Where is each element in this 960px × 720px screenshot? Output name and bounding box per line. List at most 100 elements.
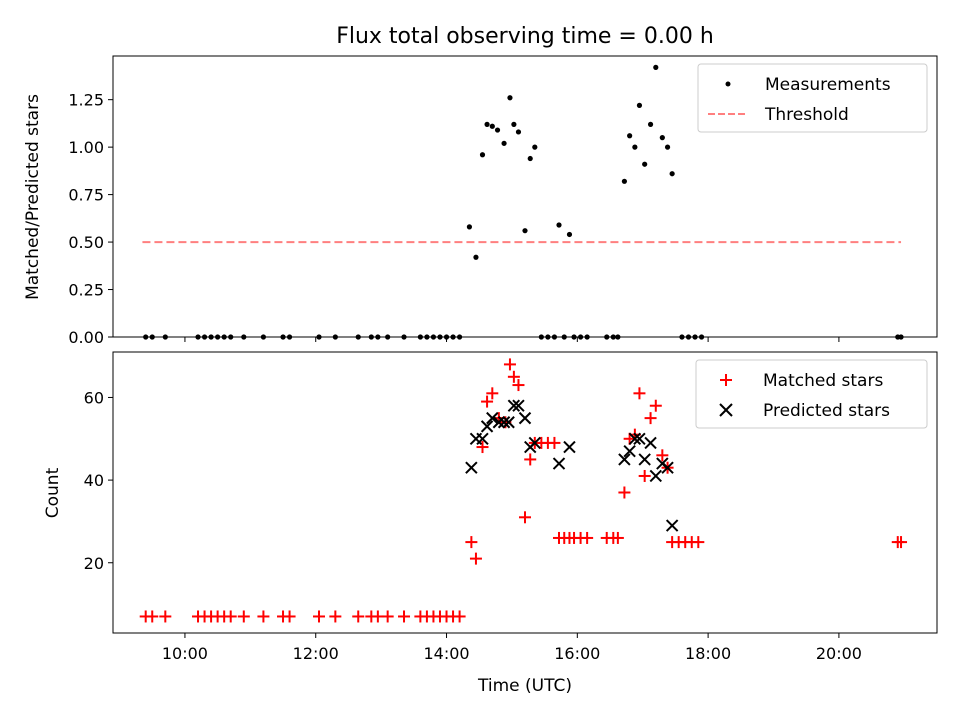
measurements-point [604, 334, 610, 340]
measurements-point [669, 171, 675, 177]
measurements-point [484, 121, 490, 127]
predicted-stars-point [528, 436, 542, 450]
measurements-point [501, 140, 507, 146]
predicted-stars-point [507, 399, 521, 412]
measurements-point [621, 178, 628, 184]
predicted-stars-point-b [480, 420, 494, 433]
matched-stars-point [283, 610, 296, 623]
matched-stars-point [692, 536, 705, 549]
matched-stars-point [329, 610, 342, 623]
measurements-point [507, 95, 513, 101]
predicted-stars-point-b [628, 432, 642, 445]
legend-predicted-label: Predicted stars [763, 401, 890, 421]
predicted-stars-point [480, 420, 494, 433]
measurements-point [195, 334, 201, 340]
measurements-point [443, 334, 450, 340]
measurements-point [208, 334, 214, 340]
bottom-legend-frame [695, 359, 928, 429]
matched-stars-point [398, 610, 411, 623]
matched-stars-point [507, 370, 520, 383]
measurements-point [375, 334, 381, 340]
measurements-point [260, 334, 267, 340]
bottom-x-tick-label: 12:00 [293, 644, 339, 663]
matched-stars-point [481, 395, 494, 408]
matched-stars-point [524, 453, 537, 466]
predicted-stars-point-b [465, 461, 478, 474]
predicted-stars-point-b [528, 436, 542, 450]
predicted-stars-point [492, 416, 506, 429]
measurements-point [538, 334, 544, 340]
matched-stars-point [611, 531, 624, 544]
predicted-stars-point-b [492, 416, 506, 429]
matched-stars-point [656, 449, 669, 462]
measurements-point [679, 334, 685, 340]
predicted-stars-point-b [518, 411, 532, 425]
predicted-stars-point [633, 432, 646, 445]
predicted-stars-point [649, 469, 663, 483]
measurements-point [457, 334, 463, 340]
measurements-point [149, 334, 155, 340]
measurements-point [627, 133, 633, 139]
matched-stars-point [581, 531, 594, 544]
predicted-stars-point-b [644, 436, 657, 450]
bottom-x-tick-label: 10:00 [162, 644, 208, 663]
measurements-point [556, 222, 562, 228]
matched-stars-point [257, 610, 270, 623]
measurements-point [473, 254, 479, 260]
predicted-stars-point-b [623, 444, 636, 458]
bottom-x-tick-label: 16:00 [554, 644, 600, 663]
top-legend-frame [697, 63, 928, 133]
predicted-stars-point [476, 432, 489, 445]
measurements-point [632, 144, 638, 150]
bottom-legend: Matched stars Predicted stars [695, 359, 928, 429]
legend-measurements-label: Measurements [765, 75, 891, 95]
bottom-y-tick-label: 60 [84, 388, 104, 407]
measurements-point [401, 334, 407, 340]
predicted-stars-point [512, 399, 525, 412]
measurements-point [241, 334, 247, 340]
measurements-point [527, 155, 533, 162]
top-data-layer [142, 64, 904, 340]
predicted-stars-point-b [665, 519, 679, 532]
measurements-point [659, 135, 665, 141]
top-plot-frame [112, 55, 938, 338]
predicted-stars-point [618, 453, 631, 466]
bottom-x-tick-label: 18:00 [685, 644, 731, 663]
predicted-stars-point [623, 444, 636, 458]
measurements-point [551, 334, 558, 340]
predicted-stars-point [502, 416, 515, 429]
measurements-point [201, 334, 208, 340]
predicted-stars-point [465, 461, 478, 474]
top-y-axis-label: Matched/Predicted stars [23, 94, 43, 300]
measurements-point [494, 127, 501, 133]
measurements-point [286, 334, 293, 340]
matched-stars-point [512, 379, 525, 392]
measurements-point [355, 334, 361, 340]
matched-stars-point [313, 610, 325, 623]
legend-threshold-label: Threshold [764, 105, 849, 125]
top-y-tick-label: 0.50 [68, 233, 104, 252]
x-axis-label: Time (UTC) [477, 676, 572, 696]
measurements-point [577, 334, 584, 340]
matched-stars-point [381, 610, 394, 623]
matched-stars-point [644, 412, 657, 425]
measurements-point [450, 334, 456, 340]
predicted-stars-point [665, 519, 679, 532]
measurements-point [642, 161, 648, 167]
measurements-point [532, 144, 538, 150]
matched-stars-point [649, 399, 662, 412]
top-y-tick-label: 0.00 [68, 328, 104, 347]
matched-stars-point [469, 552, 482, 565]
measurements-point [221, 334, 227, 340]
measurements-point [162, 334, 168, 340]
measurements-point [692, 334, 698, 340]
matched-stars-point [618, 486, 631, 499]
measurements-point [664, 144, 671, 150]
predicted-stars-point [628, 432, 642, 445]
top-y-tick-label: 0.25 [68, 281, 104, 300]
predicted-stars-point-b [486, 411, 499, 425]
measurements-point [479, 152, 486, 158]
predicted-stars-point-b [552, 457, 566, 470]
predicted-stars-point-b [512, 399, 525, 412]
predicted-stars-point [644, 436, 657, 450]
